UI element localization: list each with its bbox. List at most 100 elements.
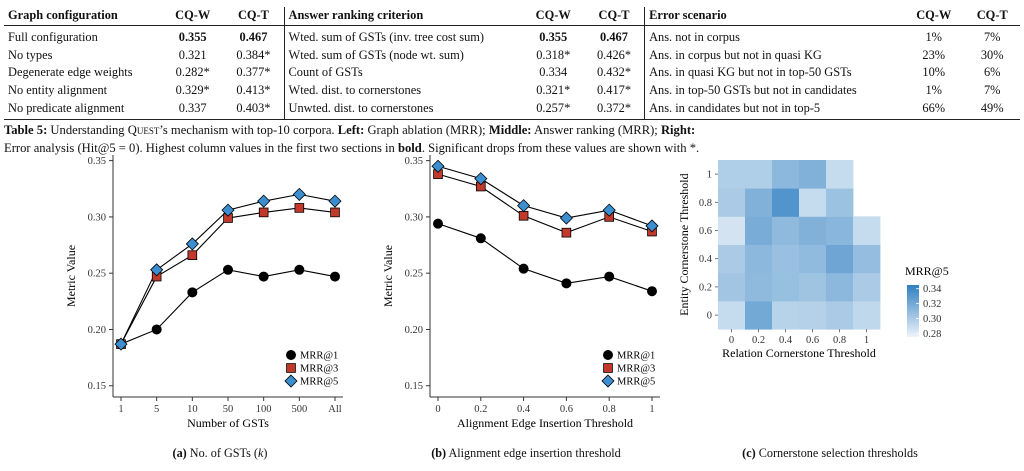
heatmap-cell bbox=[826, 272, 854, 302]
data-point bbox=[292, 187, 306, 201]
heatmap-cell bbox=[772, 272, 800, 302]
data-point bbox=[433, 218, 444, 229]
data-point bbox=[646, 286, 657, 297]
col-header: Error scenario bbox=[644, 7, 904, 26]
caption-left-label: Left: bbox=[337, 123, 365, 137]
heatmap-cell bbox=[718, 188, 746, 217]
heatmap-cell bbox=[853, 216, 881, 245]
table-cell: 0.337 bbox=[162, 99, 224, 120]
y-axis-label: Metric Value bbox=[381, 245, 395, 307]
table-cell: Unwted. dist. to cornerstones bbox=[284, 99, 523, 120]
table-cell: 0.372* bbox=[583, 99, 646, 120]
table-row: No types 0.321 0.384* Wted. sum of GSTs … bbox=[4, 46, 1020, 65]
x-axis-label: Alignment Edge Insertion Threshold bbox=[457, 416, 633, 430]
legend-label: MRR@5 bbox=[617, 377, 655, 388]
y-tick-label: 0 bbox=[707, 311, 712, 322]
x-tick-label: All bbox=[328, 404, 342, 415]
table-cell: Count of GSTs bbox=[288, 65, 363, 80]
heatmap-cell bbox=[745, 188, 773, 217]
heatmap-cell bbox=[826, 160, 854, 189]
data-point bbox=[187, 250, 198, 260]
y-tick-label: 0.2 bbox=[699, 282, 712, 293]
col-header: CQ-T bbox=[583, 7, 646, 26]
heatmap-cell bbox=[826, 216, 854, 245]
heatmap-cell bbox=[745, 160, 773, 189]
x-tick-label: 5 bbox=[154, 404, 159, 415]
table-row: Degenerate edge weights 0.282* 0.377* Co… bbox=[4, 64, 1020, 82]
legend-marker bbox=[284, 374, 298, 388]
heatmap-cell bbox=[772, 301, 800, 330]
legend-marker bbox=[285, 349, 296, 360]
legend-label: MRR@1 bbox=[617, 351, 655, 362]
data-point bbox=[328, 194, 342, 208]
data-point bbox=[114, 337, 128, 351]
table-cell: 0.467 bbox=[583, 25, 646, 47]
heatmap-cell bbox=[799, 301, 827, 330]
table-cell: Ans. in quasi KG but not in top-50 GSTs bbox=[649, 65, 852, 80]
subcaption-text: Cornerstone selection thresholds bbox=[755, 446, 918, 460]
table-cell: 0.384* bbox=[223, 46, 285, 65]
subcaption-c: (c) Cornerstone selection thresholds bbox=[685, 446, 975, 461]
table-cell: 0.467 bbox=[223, 25, 285, 47]
heatmap-cell bbox=[772, 160, 800, 189]
caption-text: Answer ranking (MRR); bbox=[531, 123, 661, 137]
heatmap-cell bbox=[718, 160, 746, 189]
data-point bbox=[518, 263, 529, 274]
y-tick-label: 1 bbox=[707, 170, 712, 181]
y-tick-label: 0.25 bbox=[88, 269, 106, 280]
x-tick-label: 1 bbox=[118, 404, 123, 415]
legend-marker bbox=[603, 363, 613, 373]
x-tick-label: 1 bbox=[864, 335, 869, 346]
legend-marker bbox=[602, 349, 613, 360]
table-cell: 23% bbox=[922, 47, 946, 62]
caption-text: . Significant drops from these values ar… bbox=[421, 140, 700, 155]
data-point bbox=[222, 264, 233, 275]
x-tick-label: 0 bbox=[435, 404, 440, 415]
table-cell: Degenerate edge weights bbox=[8, 65, 133, 80]
heatmap-cell bbox=[826, 244, 854, 274]
col-header: Graph configuration bbox=[4, 7, 162, 26]
table-cell: 0.355 bbox=[539, 30, 568, 45]
caption-bold-word: bold bbox=[398, 140, 422, 155]
x-tick-label: 100 bbox=[256, 404, 272, 415]
x-axis-label: Relation Cornerstone Threshold bbox=[722, 346, 876, 360]
table-cell: 0.321 bbox=[178, 47, 207, 62]
y-tick-label: 0.4 bbox=[699, 254, 713, 265]
x-tick-label: 0.6 bbox=[560, 404, 573, 415]
subcaption-text: No. of GSTs ( bbox=[186, 446, 258, 460]
results-table: Graph configuration CQ-W CQ-T Answer ran… bbox=[4, 7, 1020, 120]
table-cell: 0.355 bbox=[178, 30, 207, 45]
table-cell: 0.282* bbox=[175, 65, 210, 80]
subcaption-a: (a) No. of GSTs (k) bbox=[120, 446, 320, 461]
heatmap-cell bbox=[718, 301, 746, 330]
data-point bbox=[559, 211, 573, 225]
heatmap-cell bbox=[799, 272, 827, 302]
x-tick-label: 0.8 bbox=[833, 335, 846, 346]
caption-text: ’s mechanism with top-10 corpora. bbox=[159, 123, 338, 137]
table-cell: 0.318* bbox=[536, 47, 571, 62]
table-cell: 0.329* bbox=[175, 83, 210, 98]
colorbar-tick-label: 0.34 bbox=[923, 284, 942, 295]
chart-b: 0.15 0.20 0.25 0.30 0.35 0 0.2 0.4 0.6 0.8 1 Alignm… bbox=[381, 155, 660, 430]
table-cell: 10% bbox=[922, 65, 946, 80]
data-point bbox=[604, 271, 615, 282]
heatmap-cell bbox=[826, 301, 854, 330]
heatmap-cell bbox=[745, 272, 773, 302]
table-cell: 66% bbox=[903, 99, 965, 120]
y-axis-label: Entity Cornerstone Threshold bbox=[677, 173, 691, 315]
col-header: CQ-W bbox=[522, 7, 584, 26]
series-line bbox=[437, 165, 653, 227]
legend-label: MRR@3 bbox=[300, 364, 338, 375]
x-tick-label: 500 bbox=[291, 404, 307, 415]
caption-text: Graph ablation (MRR); bbox=[364, 123, 489, 137]
data-point bbox=[150, 263, 164, 277]
heatmap-cell bbox=[853, 244, 881, 274]
data-point bbox=[474, 172, 488, 186]
y-tick-label: 0.8 bbox=[699, 198, 712, 209]
data-point bbox=[258, 207, 269, 218]
table-cell: Wted. dist. to cornerstones bbox=[288, 83, 422, 98]
subcaption-label: (c) bbox=[742, 446, 756, 460]
caption-middle-label: Middle: bbox=[488, 123, 532, 137]
colorbar-tick-label: 0.32 bbox=[923, 299, 941, 310]
table-cell: Ans. in candidates but not in top-5 bbox=[644, 99, 904, 120]
